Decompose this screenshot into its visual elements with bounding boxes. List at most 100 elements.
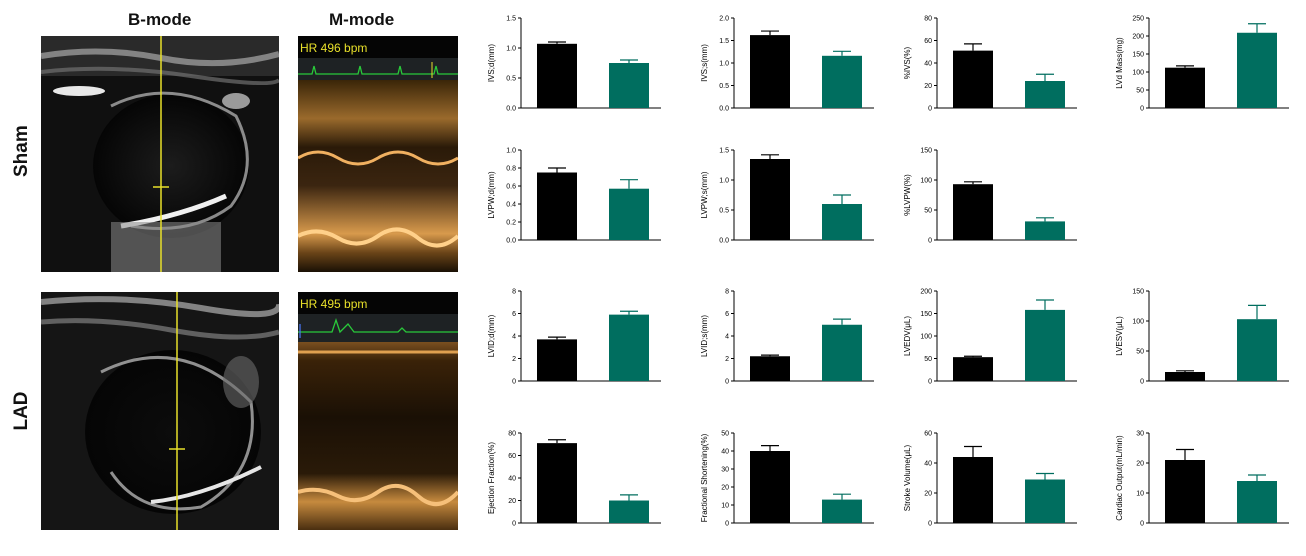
bar-sham [750, 356, 790, 381]
y-tick-label: 200 [920, 289, 932, 296]
bar-sham [537, 172, 577, 240]
y-tick-label: 6 [725, 311, 729, 318]
y-tick-label: 1.5 [506, 16, 516, 23]
hr-label-lad: HR 495 bpm [300, 297, 368, 311]
y-tick-label: 40 [508, 476, 516, 483]
y-tick-label: 0.2 [506, 220, 516, 227]
y-tick-label: 0.4 [506, 202, 516, 209]
y-tick-label: 20 [924, 491, 932, 498]
bar-lad [822, 324, 862, 381]
y-tick-label: 1.5 [719, 38, 729, 45]
y-tick-label: 50 [1136, 349, 1144, 356]
y-tick-label: 40 [924, 61, 932, 68]
y-tick-label: 20 [1136, 461, 1144, 468]
y-tick-label: 0.0 [719, 106, 729, 113]
bar-lad [609, 314, 649, 381]
y-tick-label: 40 [721, 449, 729, 456]
bar-sham [1165, 372, 1205, 381]
y-tick-label: 100 [920, 178, 932, 185]
y-tick-label: 20 [721, 485, 729, 492]
y-tick-label: 0.6 [506, 184, 516, 191]
bar-lad [822, 499, 862, 523]
bar-lad [1025, 221, 1065, 240]
y-tick-label: 80 [924, 16, 932, 23]
y-tick-label: 2 [725, 356, 729, 363]
y-tick-label: 0 [1140, 106, 1144, 113]
ecg-trace-lad [298, 317, 458, 334]
y-tick-label: 0 [1140, 521, 1144, 528]
bar-lad [1237, 319, 1277, 381]
y-tick-label: 60 [924, 431, 932, 438]
bar-lad [609, 188, 649, 240]
y-tick-label: 100 [1132, 70, 1144, 77]
y-tick-label: 0 [928, 106, 932, 113]
y-tick-label: 150 [920, 311, 932, 318]
ecg-trace-sham [298, 65, 458, 75]
y-axis-label: LVESV(μL) [1115, 316, 1124, 356]
y-tick-label: 2 [512, 356, 516, 363]
y-tick-label: 1.0 [506, 148, 516, 155]
bar-lad [1025, 81, 1065, 108]
y-tick-label: 20 [508, 498, 516, 505]
bar-lad [822, 204, 862, 240]
y-tick-label: 0 [512, 379, 516, 386]
y-axis-label: IVS;s(mm) [700, 44, 709, 82]
y-tick-label: 50 [924, 356, 932, 363]
y-tick-label: 0.5 [719, 208, 729, 215]
y-axis-label: IVS;d(mm) [487, 44, 496, 83]
bar-sham [953, 184, 993, 240]
bar-sham [537, 43, 577, 108]
y-axis-label: Fractional Shortening(%) [700, 433, 709, 522]
y-tick-label: 0.5 [506, 76, 516, 83]
y-tick-label: 0 [512, 521, 516, 528]
y-tick-label: 60 [924, 38, 932, 45]
y-axis-label: LVPW;d(mm) [487, 171, 496, 219]
mmode-image-sham: HR 496 bpm [298, 36, 458, 272]
mmode-image-lad: HR 495 bpm [298, 292, 458, 530]
y-tick-label: 50 [1136, 88, 1144, 95]
y-tick-label: 250 [1132, 16, 1144, 23]
y-tick-label: 0 [928, 379, 932, 386]
y-tick-label: 1.0 [719, 178, 729, 185]
y-tick-label: 0.5 [719, 83, 729, 90]
bar-lad [1025, 479, 1065, 523]
bar-lad [1025, 309, 1065, 381]
bar-sham [953, 50, 993, 108]
bar-sham [750, 159, 790, 240]
y-tick-label: 1.0 [506, 46, 516, 53]
y-axis-label: Cardiac Output(mL/min) [1115, 435, 1124, 521]
y-tick-label: 0 [725, 521, 729, 528]
bar-sham [750, 35, 790, 108]
bar-sham [537, 339, 577, 381]
mmode-header: M-mode [329, 10, 395, 29]
y-axis-label: LVd Mass(mg) [1115, 37, 1124, 89]
y-tick-label: 30 [1136, 431, 1144, 438]
y-tick-label: 0.0 [506, 238, 516, 245]
bar-sham [750, 451, 790, 523]
y-tick-label: 0.8 [506, 166, 516, 173]
y-tick-label: 80 [508, 431, 516, 438]
bar-sham [1165, 67, 1205, 108]
y-tick-label: 0 [1140, 379, 1144, 386]
bar-sham [953, 357, 993, 381]
y-tick-label: 1.0 [719, 61, 729, 68]
y-axis-label: %LVPW(%) [903, 174, 912, 216]
y-tick-label: 0 [725, 379, 729, 386]
y-axis-label: Ejection Fraction(%) [487, 442, 496, 514]
y-tick-label: 20 [924, 83, 932, 90]
y-tick-label: 30 [721, 467, 729, 474]
y-tick-label: 0 [928, 521, 932, 528]
y-tick-label: 40 [924, 461, 932, 468]
y-tick-label: 2.0 [719, 16, 729, 23]
bar-sham [1165, 460, 1205, 523]
bmode-image-lad [41, 292, 279, 530]
y-axis-label: %IVS(%) [903, 46, 912, 79]
bar-lad [609, 500, 649, 523]
y-tick-label: 10 [721, 503, 729, 510]
y-tick-label: 100 [1132, 319, 1144, 326]
y-axis-label: LVID;s(mm) [700, 315, 709, 357]
y-tick-label: 100 [920, 334, 932, 341]
y-tick-label: 8 [512, 289, 516, 296]
bar-lad [609, 63, 649, 108]
